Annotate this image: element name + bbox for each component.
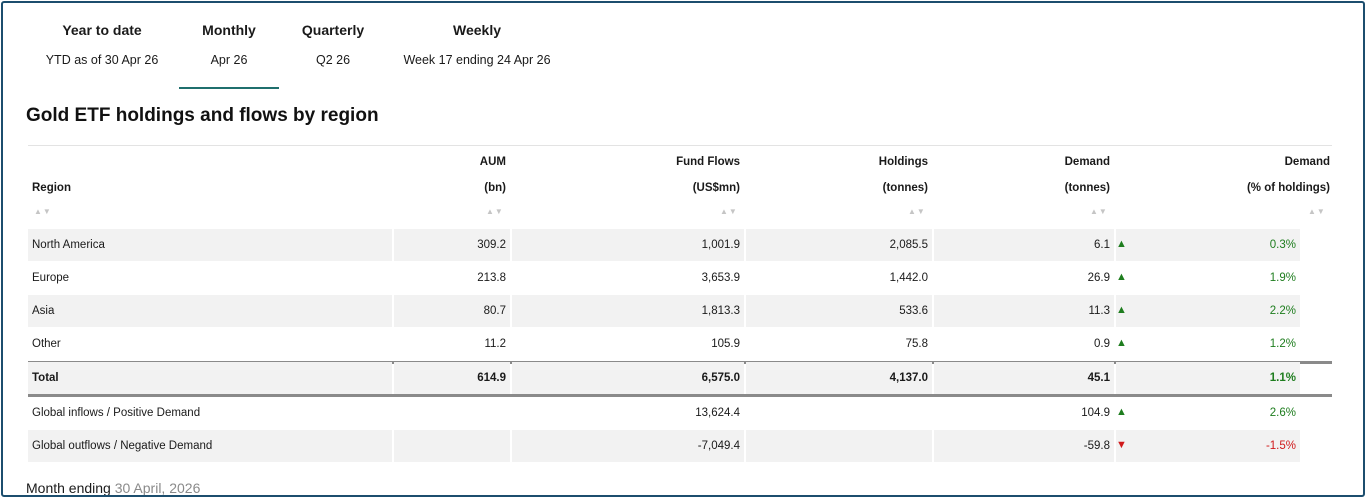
sort-arrows-icon[interactable]: ▲▼ <box>486 207 504 216</box>
holdings-cell: 1,442.0 <box>889 272 928 284</box>
fund-flows-cell: -7,049.4 <box>512 430 744 462</box>
holdings-cell <box>746 430 932 462</box>
demand-cell: 26.9 <box>1087 272 1110 284</box>
column-header-holdings-unit: (tonnes) <box>882 182 928 194</box>
tab-monthly[interactable]: Monthly Apr 26 <box>179 3 279 89</box>
total-separator-bottom <box>28 394 1332 397</box>
demand-cell: 6.1 <box>934 229 1114 261</box>
column-header-fund-flows-unit: (US$mn) <box>692 182 740 194</box>
triangle-up-icon: ▲ <box>1116 406 1127 418</box>
region-cell: Europe <box>32 272 70 284</box>
triangle-down-icon: ▼ <box>1116 439 1127 451</box>
fund-flows-cell: 105.9 <box>711 338 740 350</box>
sort-arrows-icon[interactable]: ▲▼ <box>1308 207 1326 216</box>
demand-pct-cell: -1.5% <box>1116 430 1300 462</box>
table-row: North America 309.2 1,001.9 2,085.5 6.1 … <box>28 229 1332 262</box>
column-header-demand-pct-unit: (% of holdings) <box>1246 182 1330 194</box>
demand-pct-cell: 0.3% <box>1116 229 1300 261</box>
sort-arrows-icon[interactable]: ▲▼ <box>908 207 926 216</box>
fund-flows-cell: 3,653.9 <box>701 272 740 284</box>
fund-flows-cell: 13,624.4 <box>695 407 740 419</box>
demand-pct-cell: 1.1% <box>1116 362 1300 394</box>
tab-title: Monthly <box>202 22 256 38</box>
demand-pct-cell: 1.2% <box>1269 338 1296 350</box>
aum-cell: 11.2 <box>484 338 506 350</box>
table-top-border <box>28 145 1332 146</box>
holdings-cell: 4,137.0 <box>746 362 932 394</box>
demand-cell: 45.1 <box>934 362 1114 394</box>
region-cell: Global inflows / Positive Demand <box>32 407 201 419</box>
sort-arrows-icon[interactable]: ▲▼ <box>720 207 738 216</box>
demand-cell: 104.9 <box>1081 407 1110 419</box>
table-row: Other 11.2 105.9 75.8 0.9 1.2% ▲ <box>28 328 1332 361</box>
region-cell: Asia <box>28 295 392 327</box>
aum-cell: 309.2 <box>394 229 510 261</box>
column-header-demand-tonnes-unit: (tonnes) <box>1064 182 1110 194</box>
sort-arrows-icon[interactable]: ▲▼ <box>1090 207 1108 216</box>
triangle-up-icon: ▲ <box>1116 271 1127 283</box>
footer-date: 30 April, 2026 <box>114 480 201 496</box>
region-cell: Total <box>28 362 392 394</box>
fund-flows-cell: 6,575.0 <box>512 362 744 394</box>
aum-cell <box>394 397 510 429</box>
tab-subtitle: Week 17 ending 24 Apr 26 <box>403 53 551 67</box>
region-cell: Global outflows / Negative Demand <box>28 430 392 462</box>
demand-cell: 11.3 <box>934 295 1114 327</box>
holdings-cell: 2,085.5 <box>746 229 932 261</box>
tab-subtitle: Q2 26 <box>315 53 351 67</box>
table-row: Global inflows / Positive Demand 13,624.… <box>28 397 1332 430</box>
column-header-demand-pct[interactable]: Demand <box>1284 156 1330 168</box>
aum-cell: 213.8 <box>477 272 506 284</box>
triangle-up-icon: ▲ <box>1116 337 1127 349</box>
demand-pct-cell: 1.9% <box>1269 272 1296 284</box>
table-row: Asia 80.7 1,813.3 533.6 11.3 2.2% ▲ <box>28 295 1332 328</box>
column-header-fund-flows[interactable]: Fund Flows <box>676 156 740 168</box>
section-heading: Gold ETF holdings and flows by region <box>26 105 379 126</box>
aum-cell: 614.9 <box>394 362 510 394</box>
footer-label: Month ending <box>26 480 111 496</box>
column-header-demand-tonnes[interactable]: Demand <box>1064 156 1110 168</box>
total-row: Total 614.9 6,575.0 4,137.0 45.1 1.1% <box>28 361 1332 397</box>
column-header-aum[interactable]: AUM <box>479 156 506 168</box>
column-header-aum-unit: (bn) <box>484 182 506 194</box>
fund-flows-cell: 1,813.3 <box>512 295 744 327</box>
tab-subtitle: YTD as of 30 Apr 26 <box>45 53 159 67</box>
holdings-cell <box>746 397 932 429</box>
region-cell: Other <box>32 338 61 350</box>
tab-title: Quarterly <box>301 22 365 38</box>
table-row: Global outflows / Negative Demand -7,049… <box>28 430 1332 463</box>
holdings-cell: 533.6 <box>746 295 932 327</box>
fund-flows-cell: 1,001.9 <box>512 229 744 261</box>
column-header-holdings[interactable]: Holdings <box>878 156 928 168</box>
demand-pct-cell: 2.6% <box>1269 407 1296 419</box>
sort-arrows-icon[interactable]: ▲▼ <box>34 207 52 216</box>
triangle-up-icon: ▲ <box>1116 238 1127 250</box>
column-header-region[interactable]: Region <box>32 182 71 194</box>
tab-quarterly[interactable]: Quarterly Q2 26 <box>279 3 387 89</box>
period-tabs: Year to date YTD as of 30 Apr 26 Monthly… <box>25 3 567 89</box>
holdings-cell: 75.8 <box>905 338 928 350</box>
tab-weekly[interactable]: Weekly Week 17 ending 24 Apr 26 <box>387 3 567 89</box>
region-cell: North America <box>28 229 392 261</box>
tab-title: Weekly <box>453 22 501 38</box>
aum-cell: 80.7 <box>394 295 510 327</box>
demand-cell: -59.8 <box>934 430 1114 462</box>
tab-year-to-date[interactable]: Year to date YTD as of 30 Apr 26 <box>25 3 179 89</box>
triangle-up-icon: ▲ <box>1116 304 1127 316</box>
table-body: North America 309.2 1,001.9 2,085.5 6.1 … <box>28 229 1332 463</box>
footer-note: Month ending 30 April, 2026 <box>26 480 201 496</box>
tab-subtitle: Apr 26 <box>210 53 248 67</box>
demand-pct-cell: 2.2% <box>1116 295 1300 327</box>
active-tab-indicator <box>179 87 279 89</box>
demand-cell: 0.9 <box>1094 338 1110 350</box>
table-row: Europe 213.8 3,653.9 1,442.0 26.9 1.9% ▲ <box>28 262 1332 295</box>
tab-title: Year to date <box>62 22 142 38</box>
aum-cell <box>394 430 510 462</box>
